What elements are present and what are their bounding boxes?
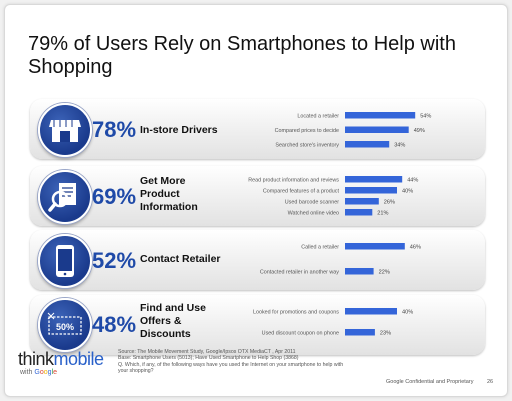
bar-category-label: Compared features of a product — [263, 189, 340, 195]
logo-with: with — [20, 369, 33, 376]
label-product-info-line1: Get More — [140, 175, 186, 187]
bar-value-label: 34% — [394, 143, 405, 149]
bar-value-label: 23% — [380, 331, 391, 337]
confidential-notice: Google Confidential and Proprietary — [386, 379, 474, 385]
bar-value-label: 46% — [410, 245, 421, 251]
label-in-store: In-store Drivers — [140, 124, 218, 136]
page-number: 26 — [487, 379, 494, 385]
coupon-icon: 50% — [38, 298, 92, 352]
bar-value-label: 44% — [407, 178, 418, 184]
bar — [345, 176, 403, 183]
bar — [345, 268, 374, 275]
bar — [345, 209, 373, 216]
bar — [345, 112, 416, 119]
bar-category-label: Located a retailer — [297, 114, 339, 120]
bar — [345, 329, 375, 336]
logo-google-g2: o — [39, 369, 44, 376]
slide-title: 79% of Users Rely on Smartphones to Help… — [28, 33, 456, 78]
bar — [345, 141, 390, 148]
bar-category-label: Used discount coupon on phone — [262, 331, 339, 337]
footnote-base: Base: Smartphone Users (5013); Have Used… — [118, 355, 299, 362]
bar-value-label: 54% — [420, 114, 431, 120]
bar-value-label: 22% — [379, 270, 390, 276]
headline-pct-offers: 48% — [92, 312, 137, 337]
logo-think: think — [18, 349, 54, 369]
label-contact-retailer: Contact Retailer — [140, 253, 221, 265]
headline-pct-in-store: 78% — [92, 117, 137, 142]
bar-category-label: Used barcode scanner — [285, 200, 339, 206]
bar-value-label: 26% — [384, 200, 395, 206]
headline-pct-product-info: 69% — [92, 184, 137, 209]
band-in-store — [30, 99, 485, 159]
footnote-question: Q. Which, if any, of the following ways … — [118, 361, 344, 368]
store-icon — [38, 103, 92, 157]
logo-google-g3: o — [43, 369, 48, 376]
logo-google-g1: G — [34, 369, 40, 376]
footnote-question-cont: your shopping? — [118, 367, 154, 374]
logo-google-g6: e — [53, 369, 58, 376]
bar — [345, 308, 397, 315]
bar-category-label: Watched online video — [288, 211, 339, 217]
label-offers-line2: Offers & — [140, 315, 182, 327]
headline-pct-contact-retailer: 52% — [92, 248, 137, 273]
bar-value-label: 40% — [402, 310, 413, 316]
label-product-info-line3: Information — [140, 201, 198, 213]
magnifier-document-icon — [38, 170, 92, 224]
logo-google-g4: g — [47, 369, 52, 376]
bar-value-label: 40% — [402, 189, 413, 195]
bar-category-label: Compared prices to decide — [275, 128, 339, 134]
band-contact-retailer — [30, 230, 485, 290]
bar-category-label: Searched store's inventory — [275, 143, 339, 149]
bar-category-label: Called a retailer — [301, 245, 339, 251]
label-offers-line1: Find and Use — [140, 302, 206, 314]
bar-category-label: Looked for promotions and coupons — [253, 310, 339, 316]
bar — [345, 187, 397, 194]
label-product-info: Get More Product Information — [140, 175, 198, 214]
band-product-info — [30, 166, 485, 226]
bar-value-label: 49% — [414, 128, 425, 134]
label-product-info-line2: Product — [140, 188, 180, 200]
thinkmobile-logo: thinkmobile with Google — [18, 350, 104, 376]
bar — [345, 126, 409, 133]
bar-category-label: Contacted retailer in another way — [260, 270, 339, 276]
coupon-icon-text: 50% — [56, 322, 74, 332]
band-offers — [30, 295, 485, 355]
smartphone-icon — [38, 234, 92, 288]
bar — [345, 198, 379, 205]
bar — [345, 243, 405, 250]
bar-category-label: Read product information and reviews — [248, 178, 339, 184]
label-offers: Find and Use Offers & Discounts — [140, 302, 206, 341]
bar-value-label: 21% — [377, 211, 388, 217]
footnote-source: Source: The Mobile Movement Study, Googl… — [118, 349, 296, 355]
label-offers-line3: Discounts — [140, 328, 191, 340]
footnote: Source: The Mobile Movement Study, Googl… — [118, 349, 378, 374]
logo-google-g5: l — [51, 369, 54, 376]
logo-mobile: mobile — [53, 349, 105, 369]
